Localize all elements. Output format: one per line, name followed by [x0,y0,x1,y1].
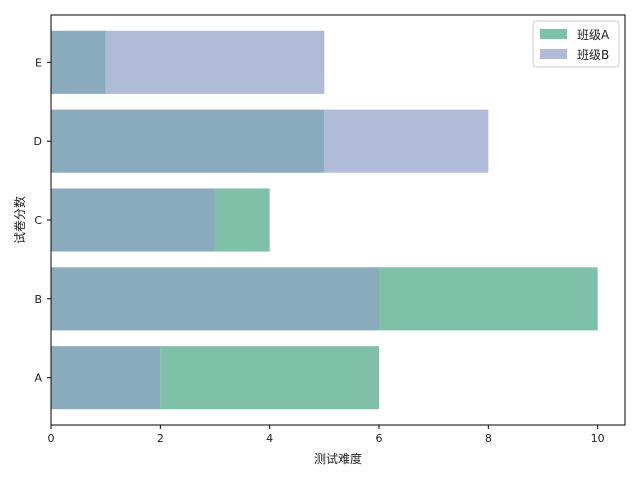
x-tick-label: 10 [591,432,605,445]
bar-overlap-C [51,188,215,252]
y-axis-label: 试卷分数 [12,196,27,244]
x-tick-label: 8 [485,432,492,445]
legend: 班级A 班级B [532,20,620,68]
y-tick-label-E: E [35,56,42,69]
x-tick-label: 2 [157,432,164,445]
x-axis: 0 2 4 6 8 10 [48,425,605,445]
legend-swatch [540,29,567,39]
x-tick-label: 4 [266,432,273,445]
y-tick-label-C: C [34,214,42,227]
x-tick-label: 6 [376,432,383,445]
y-axis: A B C D E [34,56,51,385]
legend-label: 班级B [577,48,609,62]
bar-overlap-D [51,109,325,173]
bar-a-B [379,267,598,331]
bars-layer [51,30,598,410]
bar-overlap-B [51,267,379,331]
legend-swatch [540,49,567,59]
x-axis-label: 测试难度 [314,451,362,466]
y-tick-label-B: B [34,293,42,306]
bar-a-A [160,346,379,410]
bar-b-D [324,109,489,173]
bar-b-E [105,30,325,94]
bar-overlap-E [51,30,106,94]
bar-a-C [215,188,270,252]
x-tick-label: 0 [48,432,55,445]
y-tick-label-A: A [34,372,42,385]
legend-label: 班级A [577,28,610,42]
bar-overlap-A [51,346,161,410]
y-tick-label-D: D [34,135,42,148]
